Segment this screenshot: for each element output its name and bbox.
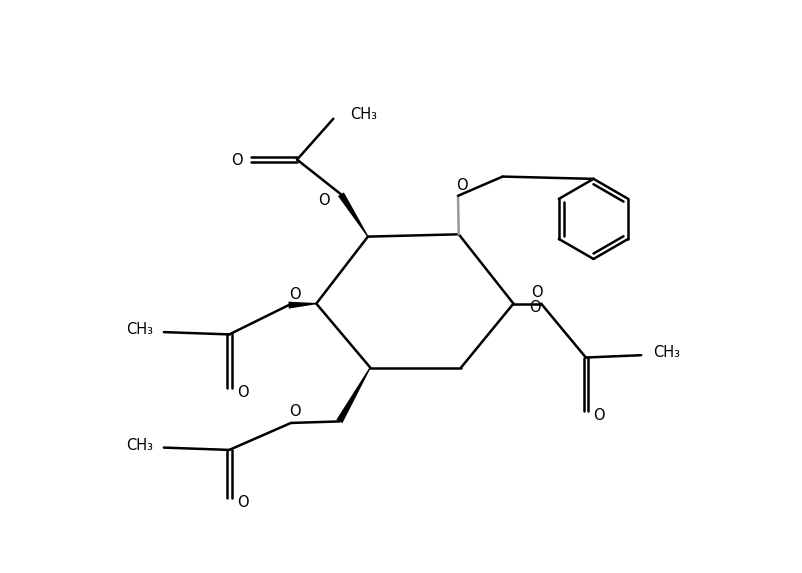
Text: CH₃: CH₃ [654, 346, 681, 360]
Polygon shape [289, 302, 316, 309]
Text: CH₃: CH₃ [350, 108, 377, 123]
Text: O: O [529, 300, 541, 315]
Text: O: O [289, 287, 301, 302]
Text: CH₃: CH₃ [126, 438, 153, 453]
Text: O: O [593, 408, 606, 423]
Text: O: O [237, 494, 249, 510]
Text: O: O [289, 404, 301, 419]
Text: CH₃: CH₃ [126, 322, 153, 337]
Text: O: O [318, 193, 330, 208]
Text: O: O [456, 178, 468, 193]
Text: O: O [237, 384, 249, 399]
Text: O: O [532, 285, 543, 300]
Polygon shape [338, 193, 368, 237]
Text: O: O [232, 153, 243, 168]
Polygon shape [336, 367, 371, 423]
